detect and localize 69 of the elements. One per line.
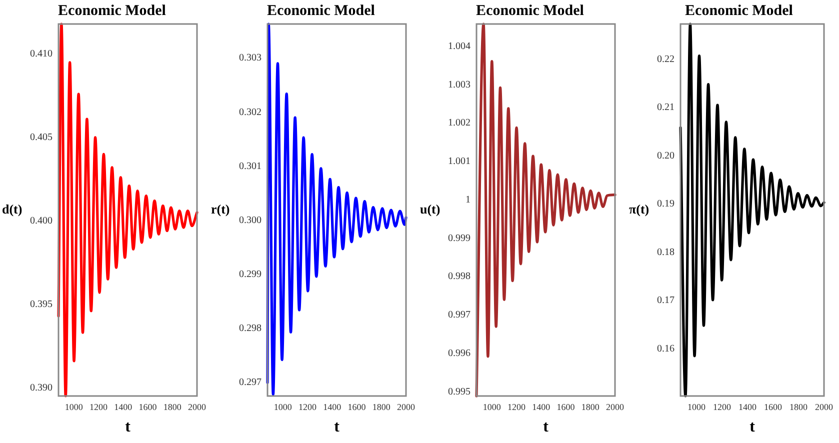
x-tick-label: 1800 (581, 402, 600, 412)
x-axis-title: t (543, 418, 550, 436)
y-tick-label: 0.16 (657, 343, 674, 354)
x-tick-label: 1000 (482, 402, 502, 412)
y-tick-label: 0.301 (239, 160, 262, 172)
x-tick-label: 1200 (508, 402, 526, 412)
x-tick-label: 2000 (188, 402, 206, 412)
x-tick-label: 1000 (274, 402, 292, 412)
x-tick-label: 2000 (397, 402, 416, 412)
y-tick-label: 0.298 (239, 323, 262, 334)
x-tick-label: 1600 (556, 402, 576, 412)
y-tick-label: 0.400 (30, 215, 52, 226)
y-tick-label: 0.999 (448, 232, 470, 244)
x-tick-label: 1800 (163, 402, 182, 412)
y-tick-label: 0.998 (448, 271, 470, 282)
y-tick-label: 0.300 (239, 214, 262, 226)
x-axis-title: t (750, 418, 756, 436)
x-axis-title: t (125, 418, 132, 436)
x-tick-label: 1400 (323, 402, 342, 412)
y-tick-label: 0.303 (239, 52, 262, 64)
y-tick-label: 1.002 (448, 118, 470, 129)
y-tick-label: 0.410 (30, 48, 52, 60)
y-tick-label: 0.996 (448, 348, 470, 360)
x-tick-label: 1600 (138, 402, 158, 412)
x-tick-label: 1200 (712, 402, 732, 412)
y-axis-title: π(t) (629, 201, 650, 216)
y-tick-label: 1 (466, 194, 470, 206)
x-tick-label: 1400 (114, 402, 133, 412)
y-tick-label: 0.995 (448, 386, 470, 398)
y-tick-label: 0.997 (448, 310, 470, 321)
y-tick-label: 1.004 (448, 40, 470, 52)
y-tick-label: 1.003 (448, 79, 470, 90)
y-axis-title: d(t) (2, 201, 22, 216)
x-tick-label: 1800 (372, 402, 391, 412)
chart-title: Economic Model (685, 2, 793, 19)
x-tick-label: 1200 (298, 402, 318, 412)
y-tick-label: 0.395 (30, 298, 52, 310)
chart-title: Economic Model (58, 2, 166, 19)
y-tick-label: 0.21 (657, 102, 674, 114)
x-tick-label: 2000 (606, 402, 624, 412)
x-tick-label: 2000 (815, 402, 834, 412)
y-tick-label: 0.20 (657, 150, 674, 162)
x-tick-label: 1200 (90, 402, 108, 412)
chart-title: Economic Model (267, 2, 375, 19)
line-series (57, 22, 198, 398)
y-tick-label: 0.22 (657, 54, 674, 65)
y-tick-label: 0.297 (239, 377, 262, 388)
y-tick-label: 0.299 (239, 268, 262, 280)
y-tick-label: 1.001 (448, 156, 470, 168)
y-tick-label: 0.18 (657, 246, 674, 258)
x-tick-label: 1800 (789, 402, 808, 412)
chart-title: Economic Model (476, 2, 584, 19)
line-series (475, 22, 616, 398)
y-tick-label: 0.302 (239, 106, 262, 118)
line-series (679, 22, 826, 398)
y-tick-label: 0.19 (657, 198, 674, 210)
x-tick-label: 1000 (687, 402, 706, 412)
y-tick-label: 0.390 (30, 382, 52, 394)
y-tick-label: 0.17 (657, 295, 674, 306)
y-axis-title: u(t) (420, 201, 440, 216)
line-series (266, 22, 408, 396)
x-tick-label: 1000 (64, 402, 84, 412)
x-axis-title: t (334, 418, 340, 436)
y-tick-label: 0.405 (30, 132, 52, 144)
x-tick-label: 1400 (738, 402, 757, 412)
y-axis-title: r(t) (211, 201, 230, 216)
x-tick-label: 1400 (532, 402, 551, 412)
x-tick-label: 1600 (764, 402, 782, 412)
x-tick-label: 1600 (348, 402, 366, 412)
